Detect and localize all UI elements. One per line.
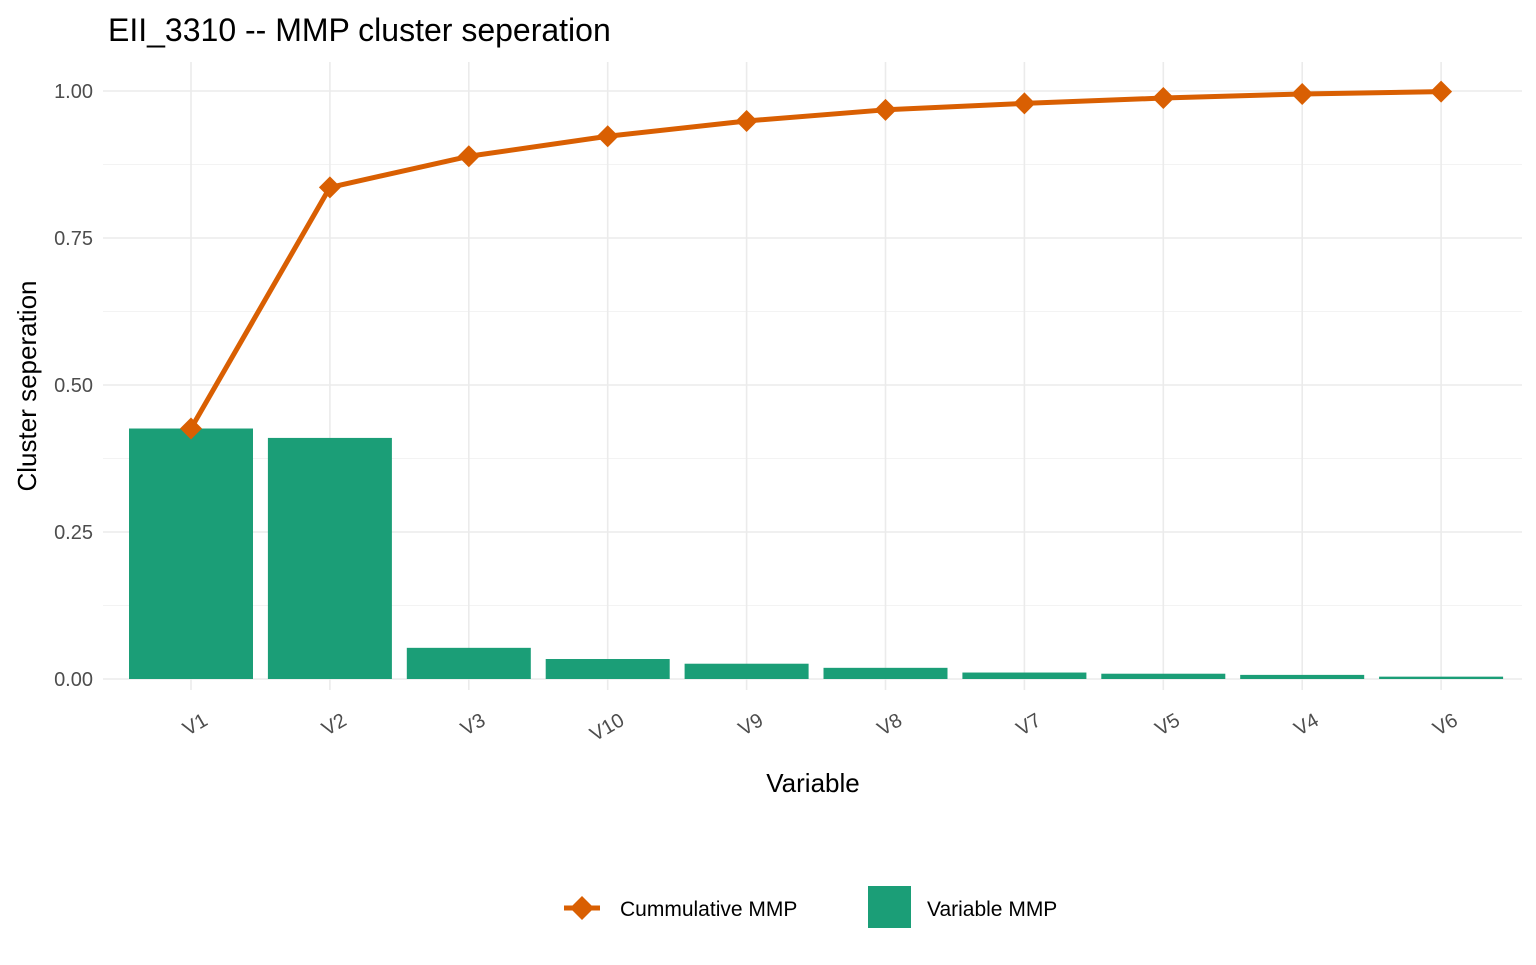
- bar-V6: [1379, 676, 1504, 679]
- legend-label-variable: Variable MMP: [927, 898, 1057, 921]
- x-tick-label-V10: V10: [586, 709, 628, 746]
- cumulative-point-V10: [596, 125, 619, 148]
- x-tick-label-V9: V9: [735, 709, 767, 740]
- x-tick-label-V3: V3: [457, 709, 489, 740]
- y-tick-label: 0.75: [54, 228, 93, 250]
- cumulative-line: [188, 89, 1442, 430]
- marker-layer: [180, 80, 1453, 440]
- x-axis-title: Variable: [766, 768, 859, 798]
- cumulative-point-V3: [457, 145, 480, 168]
- x-tick-label-V6: V6: [1429, 709, 1461, 740]
- x-tick-label-V4: V4: [1291, 709, 1323, 740]
- bar-V5: [1101, 673, 1226, 679]
- cumulative-point-V4: [1291, 82, 1314, 105]
- cumulative-point-V8: [874, 98, 897, 121]
- cumulative-point-V2: [318, 176, 341, 199]
- cumulative-point-V7: [1013, 92, 1036, 115]
- y-tick-label: 0.25: [54, 522, 93, 544]
- legend-item-cumulative: Cummulative MMP: [564, 896, 797, 921]
- y-axis-title: Cluster seperation: [12, 281, 42, 492]
- bar-V1: [129, 428, 253, 679]
- bar-V4: [1240, 674, 1365, 679]
- bar-V7: [962, 672, 1087, 679]
- cumulative-point-V1: [180, 417, 202, 440]
- cumulative-point-V6: [1430, 80, 1453, 103]
- y-axis-ticks: 0.00 0.25 0.50 0.75 1.00: [54, 81, 93, 691]
- x-tick-label-V7: V7: [1013, 709, 1045, 740]
- x-tick-label-V1: V1: [179, 709, 211, 740]
- legend-item-variable: Variable MMP: [868, 886, 1057, 928]
- chart-title: EII_3310 -- MMP cluster seperation: [108, 12, 611, 48]
- x-tick-label-V8: V8: [874, 709, 906, 740]
- bar-V10: [545, 659, 670, 679]
- cumulative-point-V9: [735, 109, 758, 132]
- y-tick-label: 0.00: [54, 669, 93, 691]
- x-tick-label-V5: V5: [1152, 709, 1184, 740]
- x-tick-label-V2: V2: [318, 709, 350, 740]
- legend-label-cumulative: Cummulative MMP: [620, 898, 797, 921]
- bar-V2: [267, 437, 392, 679]
- line-layer: [188, 89, 1442, 430]
- bar-V9: [684, 663, 809, 679]
- y-tick-label: 1.00: [54, 81, 93, 103]
- legend-bar-swatch: [868, 886, 911, 928]
- bar-layer: [129, 428, 1504, 679]
- legend-diamond-swatch: [570, 896, 594, 920]
- x-axis-ticks: V1 V2 V3 V10 V9 V8 V7 V5 V4 V6: [179, 709, 1461, 746]
- bar-V8: [823, 667, 948, 679]
- cumulative-point-V5: [1152, 87, 1175, 110]
- bar-V3: [406, 647, 531, 679]
- legend: Cummulative MMP Variable MMP: [564, 886, 1057, 928]
- y-tick-label: 0.50: [54, 375, 93, 397]
